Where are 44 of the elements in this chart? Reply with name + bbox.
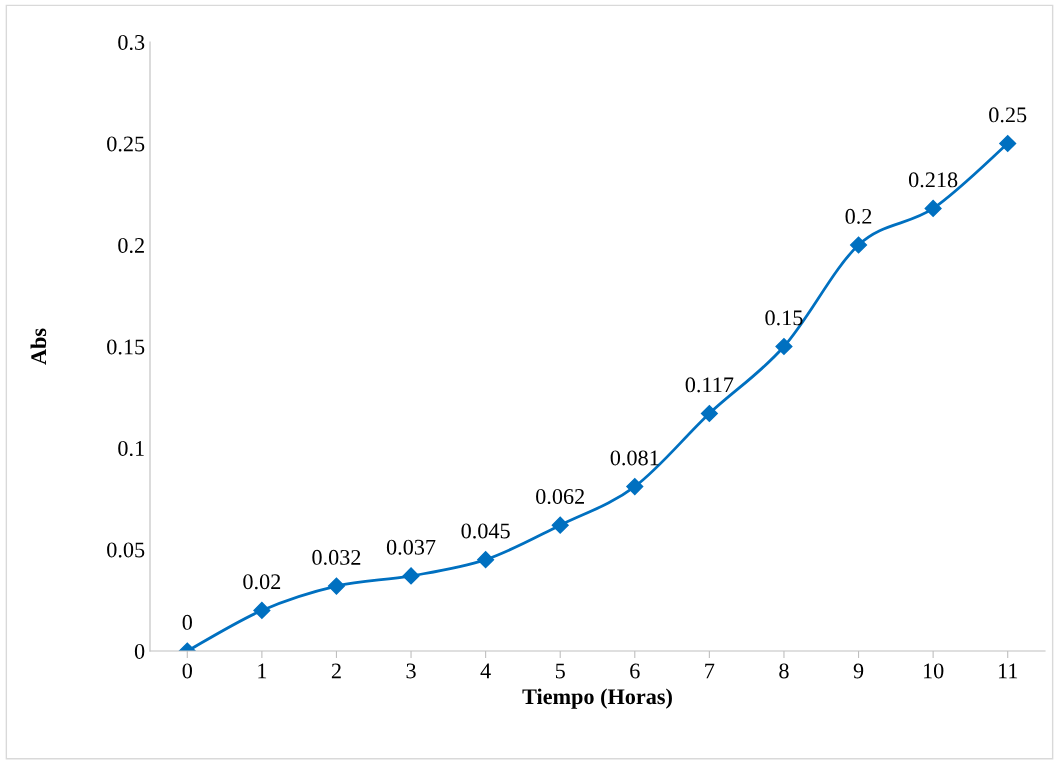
x-tick-label: 4 [480, 663, 491, 679]
point [775, 337, 793, 356]
data-label: 0 [182, 614, 192, 630]
data-label: 0.218 [908, 172, 958, 188]
point [253, 601, 271, 619]
data-label: 0.045 [461, 523, 510, 539]
point [477, 551, 495, 569]
point [924, 199, 942, 218]
y-tick-label: 0.05 [107, 542, 145, 558]
x-tick-label: 2 [331, 663, 341, 679]
x-tick-label: 3 [406, 663, 416, 679]
data-label: 0.062 [536, 488, 584, 505]
point [999, 134, 1017, 153]
y-tick-label: 0.25 [107, 136, 145, 152]
y-tick-label: 0.3 [118, 34, 145, 51]
point [626, 478, 644, 496]
point [700, 404, 718, 423]
x-tick-label: 9 [853, 663, 864, 679]
x-tick-label: 7 [705, 663, 715, 679]
data-label: 0.037 [386, 539, 436, 555]
y-axis-title: Abs [30, 328, 47, 365]
x-tick-label: 10 [923, 663, 944, 679]
x-tick-label: 1 [258, 663, 267, 679]
point [327, 577, 346, 595]
data-label: 0.081 [610, 450, 659, 466]
data-label: 0.032 [312, 549, 361, 565]
y-tick-label: 0.15 [107, 339, 145, 355]
x-axis-title: Tiempo (Horas) [522, 688, 672, 709]
data-label: 0.117 [685, 377, 734, 393]
data-label: 0.25 [989, 107, 1027, 123]
data-label: 0.02 [243, 574, 281, 590]
data-label: 0.15 [765, 310, 803, 326]
y-tick-label: 0 [134, 643, 145, 659]
point [402, 567, 420, 585]
y-tick-label: 0.2 [118, 237, 144, 254]
x-tick-label: 6 [630, 663, 640, 679]
x-tick-label: 11 [998, 663, 1018, 679]
point [551, 516, 569, 534]
x-tick-label: 0 [182, 663, 192, 679]
data-label: 0.2 [845, 208, 872, 224]
y-tick-label: 0.1 [118, 440, 144, 457]
x-tick-label: 5 [555, 663, 565, 679]
point [849, 236, 868, 254]
x-tick-label: 8 [779, 663, 789, 679]
